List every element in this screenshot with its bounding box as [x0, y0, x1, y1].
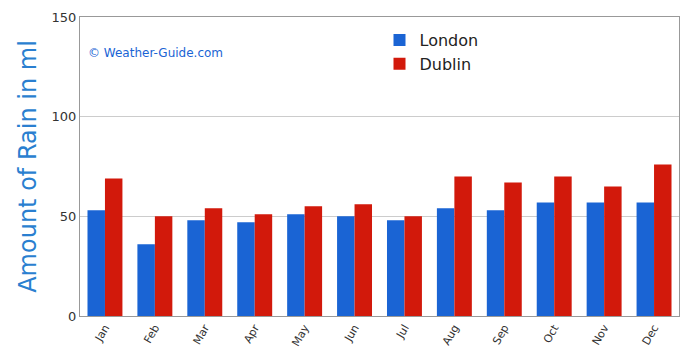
svg-text:Dublin: Dublin [420, 55, 472, 74]
svg-text:50: 50 [60, 209, 77, 224]
svg-text:Aug: Aug [440, 322, 462, 347]
svg-text:150: 150 [52, 10, 77, 25]
svg-text:Oct: Oct [541, 322, 562, 346]
svg-text:May: May [289, 322, 312, 349]
svg-text:Jun: Jun [342, 322, 362, 344]
svg-text:Apr: Apr [241, 322, 262, 345]
svg-text:100: 100 [52, 109, 77, 124]
svg-text:Jan: Jan [92, 322, 112, 344]
svg-text:0: 0 [68, 309, 76, 324]
svg-text:Feb: Feb [141, 322, 162, 345]
svg-text:Dec: Dec [639, 322, 661, 347]
svg-text:Jul: Jul [393, 322, 411, 341]
svg-text:Amount of Rain in ml: Amount of Rain in ml [14, 40, 42, 293]
svg-text:Mar: Mar [191, 322, 213, 347]
svg-text:Sep: Sep [490, 322, 512, 346]
svg-text:London: London [420, 31, 479, 50]
svg-text:Nov: Nov [589, 322, 611, 348]
svg-text:© Weather-Guide.com: © Weather-Guide.com [88, 46, 223, 60]
